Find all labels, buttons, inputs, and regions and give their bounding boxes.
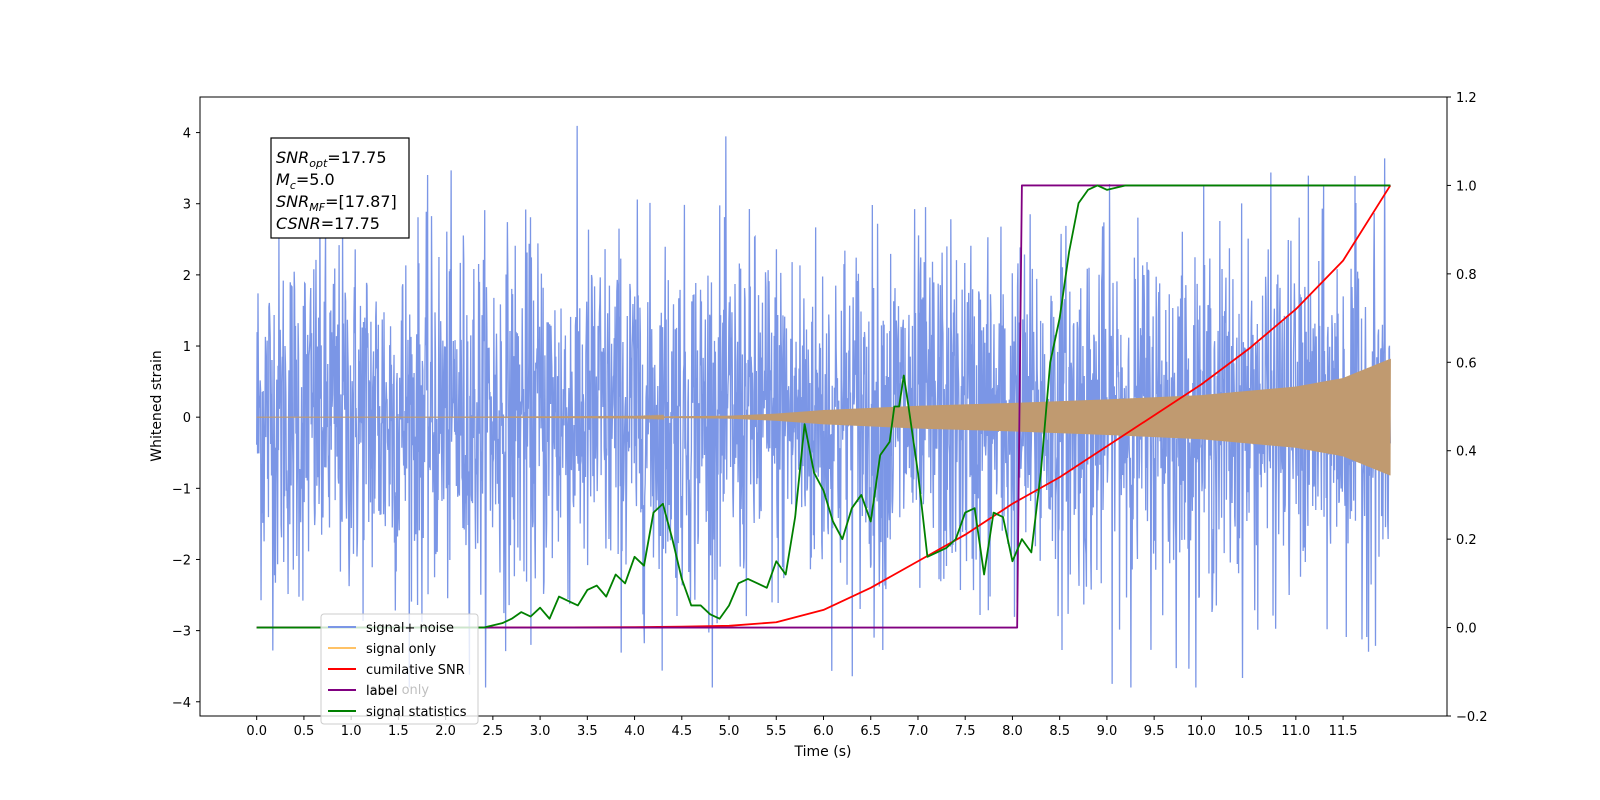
y-tick-label: 1 xyxy=(183,340,191,355)
legend-label: label xyxy=(366,684,397,699)
y2-tick-label: 0.8 xyxy=(1456,268,1477,283)
legend-label: signal statistics xyxy=(366,705,467,720)
y-axis-label: Whitened strain xyxy=(149,350,165,461)
y-tick-label: −3 xyxy=(172,625,191,640)
x-axis: 0.0 0.5 1.0 1.5 2.0 2.5 3.0 3.5 4.0 4.5 5.0 5.5 6.0 6… xyxy=(246,716,1358,739)
y-tick-label: 0 xyxy=(183,411,191,426)
y2-tick-label: 0.2 xyxy=(1456,533,1477,548)
y-tick-label: −4 xyxy=(172,696,191,711)
x-tick-label: 1.5 xyxy=(388,724,409,739)
y2-tick-label: 0.6 xyxy=(1456,356,1477,371)
y-axis-left: 4 3 2 1 0 −1 −2 −3 −4 xyxy=(172,127,200,711)
x-tick-label: 1.0 xyxy=(341,724,362,739)
x-tick-label: 0.0 xyxy=(246,724,267,739)
x-tick-label: 10.0 xyxy=(1187,724,1216,739)
x-tick-label: 3.0 xyxy=(530,724,551,739)
legend-label: cumilative SNR xyxy=(366,663,465,678)
y2-tick-label: 1.0 xyxy=(1456,179,1477,194)
x-tick-label: 7.5 xyxy=(955,724,976,739)
obscured-legend-text: label only xyxy=(366,683,429,698)
y-tick-label: −2 xyxy=(172,553,191,568)
annotation-line: CSNR=17.75 xyxy=(276,214,380,233)
y-tick-label: 4 xyxy=(183,127,191,142)
x-tick-label: 0.5 xyxy=(294,724,315,739)
x-tick-label: 4.5 xyxy=(671,724,692,739)
x-tick-label: 8.5 xyxy=(1049,724,1070,739)
legend-label: signal only xyxy=(366,642,436,657)
x-tick-label: 6.0 xyxy=(813,724,834,739)
y2-tick-label: 0.4 xyxy=(1456,445,1477,460)
annotation-box: SNRopt=17.75Mc=5.0SNRMF=[17.87]CSNR=17.7… xyxy=(270,137,410,239)
x-tick-label: 9.5 xyxy=(1144,724,1165,739)
x-tick-label: 8.0 xyxy=(1002,724,1023,739)
legend-label: signal+ noise xyxy=(366,621,454,636)
x-tick-label: 10.5 xyxy=(1234,724,1263,739)
x-tick-label: 2.5 xyxy=(483,724,504,739)
x-tick-label: 3.5 xyxy=(577,724,598,739)
x-tick-label: 5.0 xyxy=(719,724,740,739)
annotation-line: SNRopt=17.75 xyxy=(276,148,387,170)
x-tick-label: 2.0 xyxy=(435,724,456,739)
y-axis-right: 1.2 1.0 0.8 0.6 0.4 0.2 0.0 −0.2 xyxy=(1447,91,1488,725)
x-tick-label: 9.0 xyxy=(1097,724,1118,739)
annotation-line: SNRMF=[17.87] xyxy=(276,192,397,214)
series-signal-plus-noise xyxy=(256,125,1391,688)
y2-tick-label: 1.2 xyxy=(1456,91,1477,106)
y-tick-label: 2 xyxy=(183,269,191,284)
y2-tick-label: −0.2 xyxy=(1456,710,1488,725)
plot-area xyxy=(256,125,1392,688)
legend-frame xyxy=(320,613,479,725)
series-signal-statistics xyxy=(256,184,1391,629)
x-tick-label: 4.0 xyxy=(624,724,645,739)
y-tick-label: −1 xyxy=(172,482,191,497)
annotation-line: Mc=5.0 xyxy=(276,170,335,192)
x-tick-label: 7.0 xyxy=(908,724,929,739)
x-tick-label: 5.5 xyxy=(766,724,787,739)
x-tick-label: 11.0 xyxy=(1281,724,1310,739)
y-tick-label: 3 xyxy=(183,198,191,213)
legend: label only signal+ noise signal only cumila… xyxy=(320,613,479,725)
x-tick-label: 6.5 xyxy=(860,724,881,739)
x-tick-label: 11.5 xyxy=(1329,724,1358,739)
x-axis-label: Time (s) xyxy=(794,744,852,760)
y2-tick-label: 0.0 xyxy=(1456,622,1477,637)
annotation-frame xyxy=(270,137,410,239)
series-signal-only xyxy=(256,358,1391,476)
